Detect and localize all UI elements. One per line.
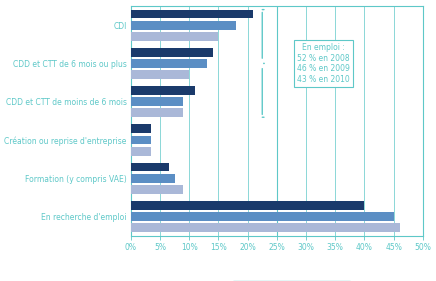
Bar <box>131 163 169 171</box>
Bar <box>131 21 236 30</box>
Bar <box>131 59 207 68</box>
Bar <box>131 97 184 106</box>
Bar <box>131 174 174 183</box>
Bar <box>131 124 151 133</box>
Bar <box>131 70 189 79</box>
Bar <box>131 223 399 232</box>
Bar <box>131 135 151 144</box>
Bar <box>131 147 151 155</box>
Bar <box>131 185 184 194</box>
Bar <box>131 86 195 95</box>
Bar <box>131 48 213 57</box>
Bar <box>131 32 218 41</box>
Text: En emploi :
52 % en 2008
46 % en 2009
43 % en 2010: En emploi : 52 % en 2008 46 % en 2009 43… <box>297 43 350 83</box>
Bar <box>131 212 394 221</box>
Bar <box>131 201 364 210</box>
Bar <box>131 108 184 117</box>
Bar <box>131 10 253 18</box>
